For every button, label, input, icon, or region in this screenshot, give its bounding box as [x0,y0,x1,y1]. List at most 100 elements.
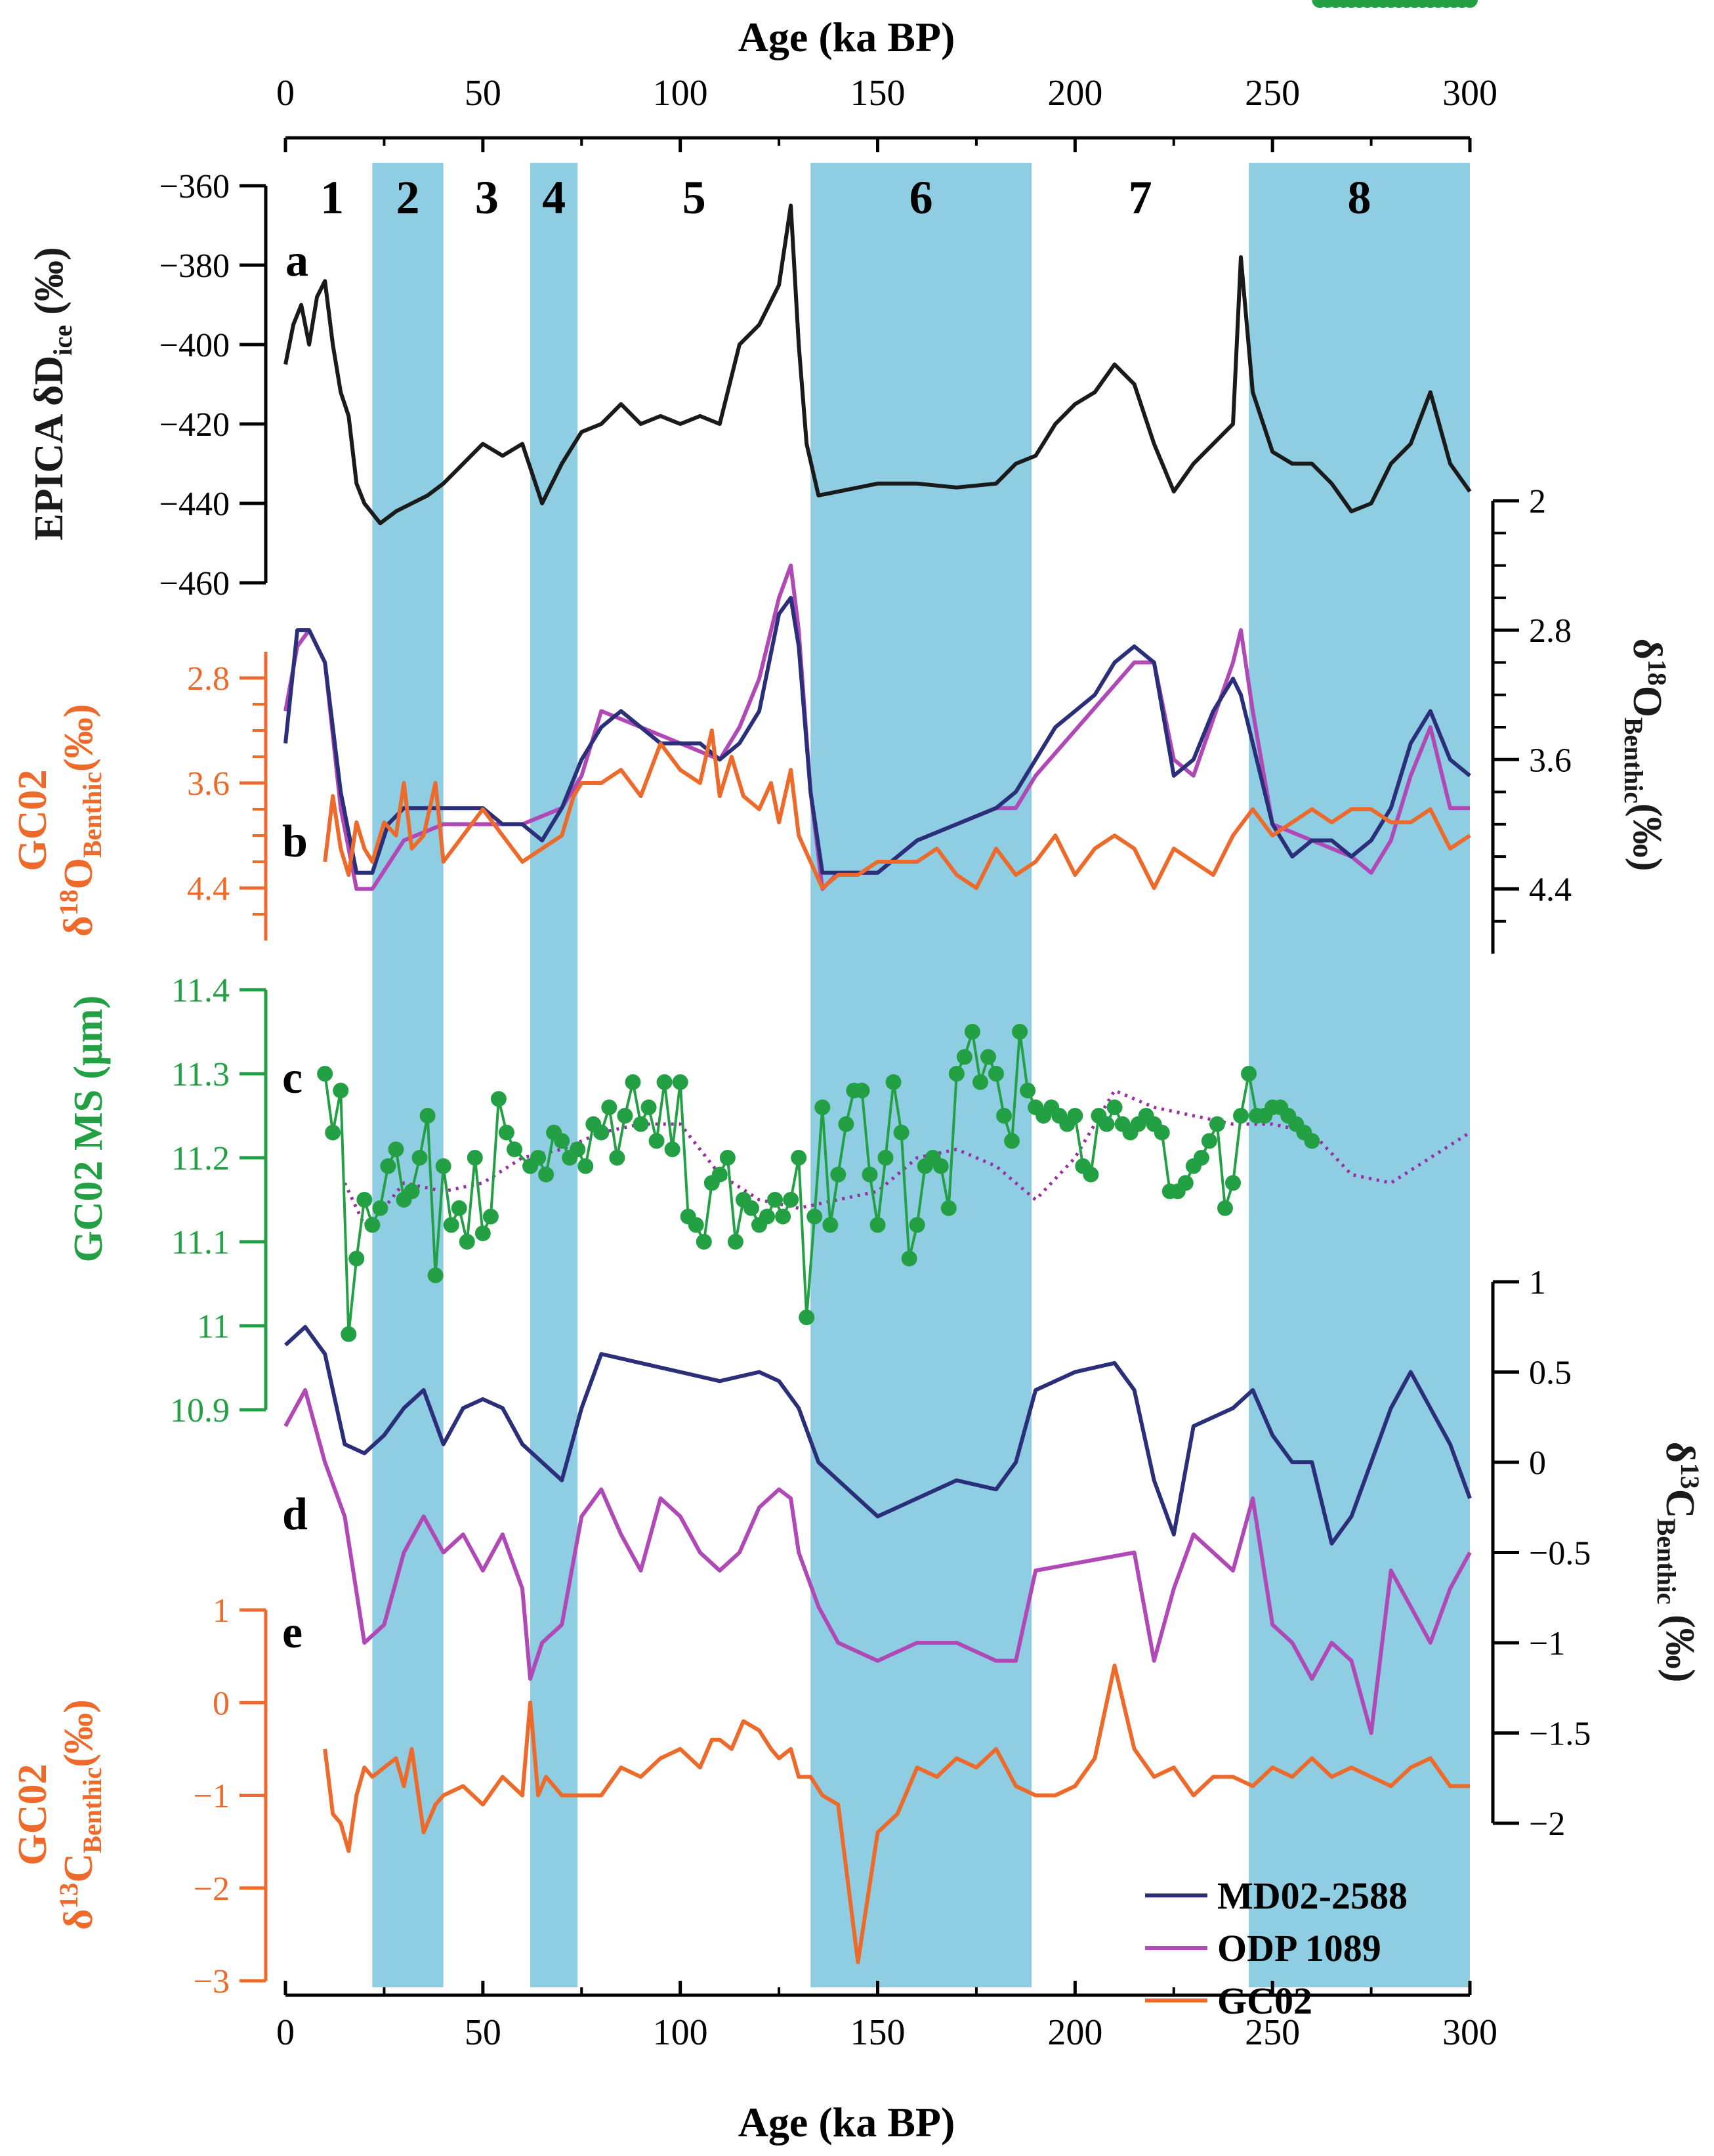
y-axis-b-right-tick-label-3.6: 3.6 [1529,742,1572,779]
y-axis-b-right-tick-label-2.8: 2.8 [1529,612,1572,650]
ms-point-19 [467,1150,483,1166]
y-axis-d-right-tick-label-0: 0 [1529,1445,1546,1482]
ms-point-96 [1083,1166,1099,1183]
ms-point-37 [617,1108,633,1124]
x-tick-label-top-150: 150 [850,73,906,114]
series-epica-dD [283,203,1472,526]
ms-point-77 [932,1158,949,1174]
ms-point-62 [814,1099,831,1116]
y-title-epica: EPICA δDice (‰) [27,247,77,540]
y-title-d18o-right: δ18OBenthic(‰) [1619,639,1672,872]
ms-point-98 [1098,1116,1115,1132]
ms-point-110 [1193,1150,1209,1166]
x-tick-label-bottom-200: 200 [1047,2012,1102,2053]
panel-letter-b: b [282,816,308,867]
mis-stage-label-3: 3 [475,171,499,224]
x-tick-label-top-50: 50 [465,73,501,114]
ms-point-50 [719,1150,736,1166]
ms-point-53 [743,1200,759,1216]
ms-point-114 [1225,1175,1241,1191]
y-axis-c-tick-label-11.4: 11.4 [171,972,230,1009]
y-axis-c-tick-label-11.3: 11.3 [171,1056,230,1093]
ms-point-55 [759,1208,776,1225]
ms-point-24 [506,1141,522,1158]
mis-band-2 [372,163,444,1987]
ms-point-29 [554,1133,570,1149]
legend-label-odp-1089: ODP 1089 [1217,1927,1381,1970]
ms-point-35 [601,1099,617,1116]
ms-point-144 [1462,0,1478,8]
ms-point-32 [577,1158,594,1174]
ms-point-82 [972,1074,988,1090]
y-title-d13c-right: δ13CBenthic (‰) [1652,1442,1705,1683]
ms-point-38 [625,1074,641,1090]
series-md02-2588-d18o [283,595,1471,875]
x-tick-label-bottom-0: 0 [276,2012,295,2053]
ms-point-42 [656,1074,673,1090]
ms-point-40 [640,1099,657,1116]
ms-point-46 [688,1217,704,1233]
ms-point-116 [1241,1066,1257,1082]
x-tick-label-top-100: 100 [653,73,708,114]
series-layer [283,0,1478,1964]
y-axis-e-left-tick-label--2: −2 [194,1871,230,1908]
legend: MD02-2588 ODP 1089 GC02 [1145,1874,1408,2022]
panel-letter-d: d [282,1489,308,1540]
mis-stage-label-2: 2 [396,171,420,224]
ms-point-21 [482,1208,499,1225]
ms-point-68 [862,1166,878,1183]
ms-point-99 [1106,1099,1123,1116]
y-title-gc02-d13c-line1: GC02 [10,1764,55,1866]
x-tick-label-top-200: 200 [1047,73,1102,114]
ms-point-67 [854,1082,870,1099]
ms-point-79 [948,1066,965,1082]
ms-point-65 [838,1116,854,1132]
ms-point-111 [1201,1133,1217,1149]
ms-point-15 [435,1158,451,1174]
panel-letter-c: c [282,1053,303,1103]
y-title-gc02-d18o-line1: GC02 [10,770,55,872]
ms-point-124 [1304,1133,1320,1149]
ms-point-105 [1154,1124,1170,1141]
ms-point-27 [538,1166,554,1183]
ms-point-23 [498,1124,514,1141]
ms-point-12 [411,1150,428,1166]
ms-point-58 [783,1192,799,1208]
y-title-gc02-d18o-line2: δ18OBenthic(‰) [54,704,107,937]
ms-point-85 [996,1108,1013,1124]
y-axis-b-right-tick-label-2: 2 [1529,483,1546,520]
ms-point-6 [364,1217,381,1233]
ms-point-41 [648,1133,665,1149]
y-axis-b-left-tick-label-2.8: 2.8 [187,660,230,698]
y-axis-a-tick-label--360: −360 [159,168,230,205]
ms-point-72 [893,1124,909,1141]
ms-point-63 [822,1217,839,1233]
ms-point-44 [672,1074,688,1090]
ms-point-70 [877,1150,894,1166]
series-md02-2588-d13c [283,1324,1472,1546]
x-tick-label-bottom-50: 50 [465,2012,501,2053]
y-axis-b-left-tick-label-4.4: 4.4 [187,870,230,908]
y-title-ms: GC02 MS (μm) [66,995,111,1262]
y-axis-b-right-tick-label-4.4: 4.4 [1529,871,1572,908]
ms-point-94 [1067,1108,1083,1124]
ms-point-78 [940,1200,957,1216]
ms-point-47 [696,1234,712,1250]
x-tick-label-bottom-300: 300 [1442,2012,1497,2053]
ms-point-74 [909,1217,925,1233]
ms-point-69 [869,1217,886,1233]
mis-stage-label-6: 6 [909,171,933,224]
y-title-gc02-d13c-line2: δ13CBenthic(‰) [54,1699,107,1930]
ms-point-61 [806,1208,823,1225]
ms-point-0 [317,1066,333,1082]
y-axis-a-tick-label--440: −440 [159,486,230,523]
ms-point-9 [388,1141,404,1158]
ms-point-115 [1233,1108,1249,1124]
ms-point-7 [372,1200,388,1216]
y-axis-e-left-tick-label-0: 0 [213,1685,230,1722]
ms-point-88 [1020,1082,1036,1099]
series-gc02-d18o [323,729,1471,890]
mis-stage-label-8: 8 [1348,171,1371,224]
